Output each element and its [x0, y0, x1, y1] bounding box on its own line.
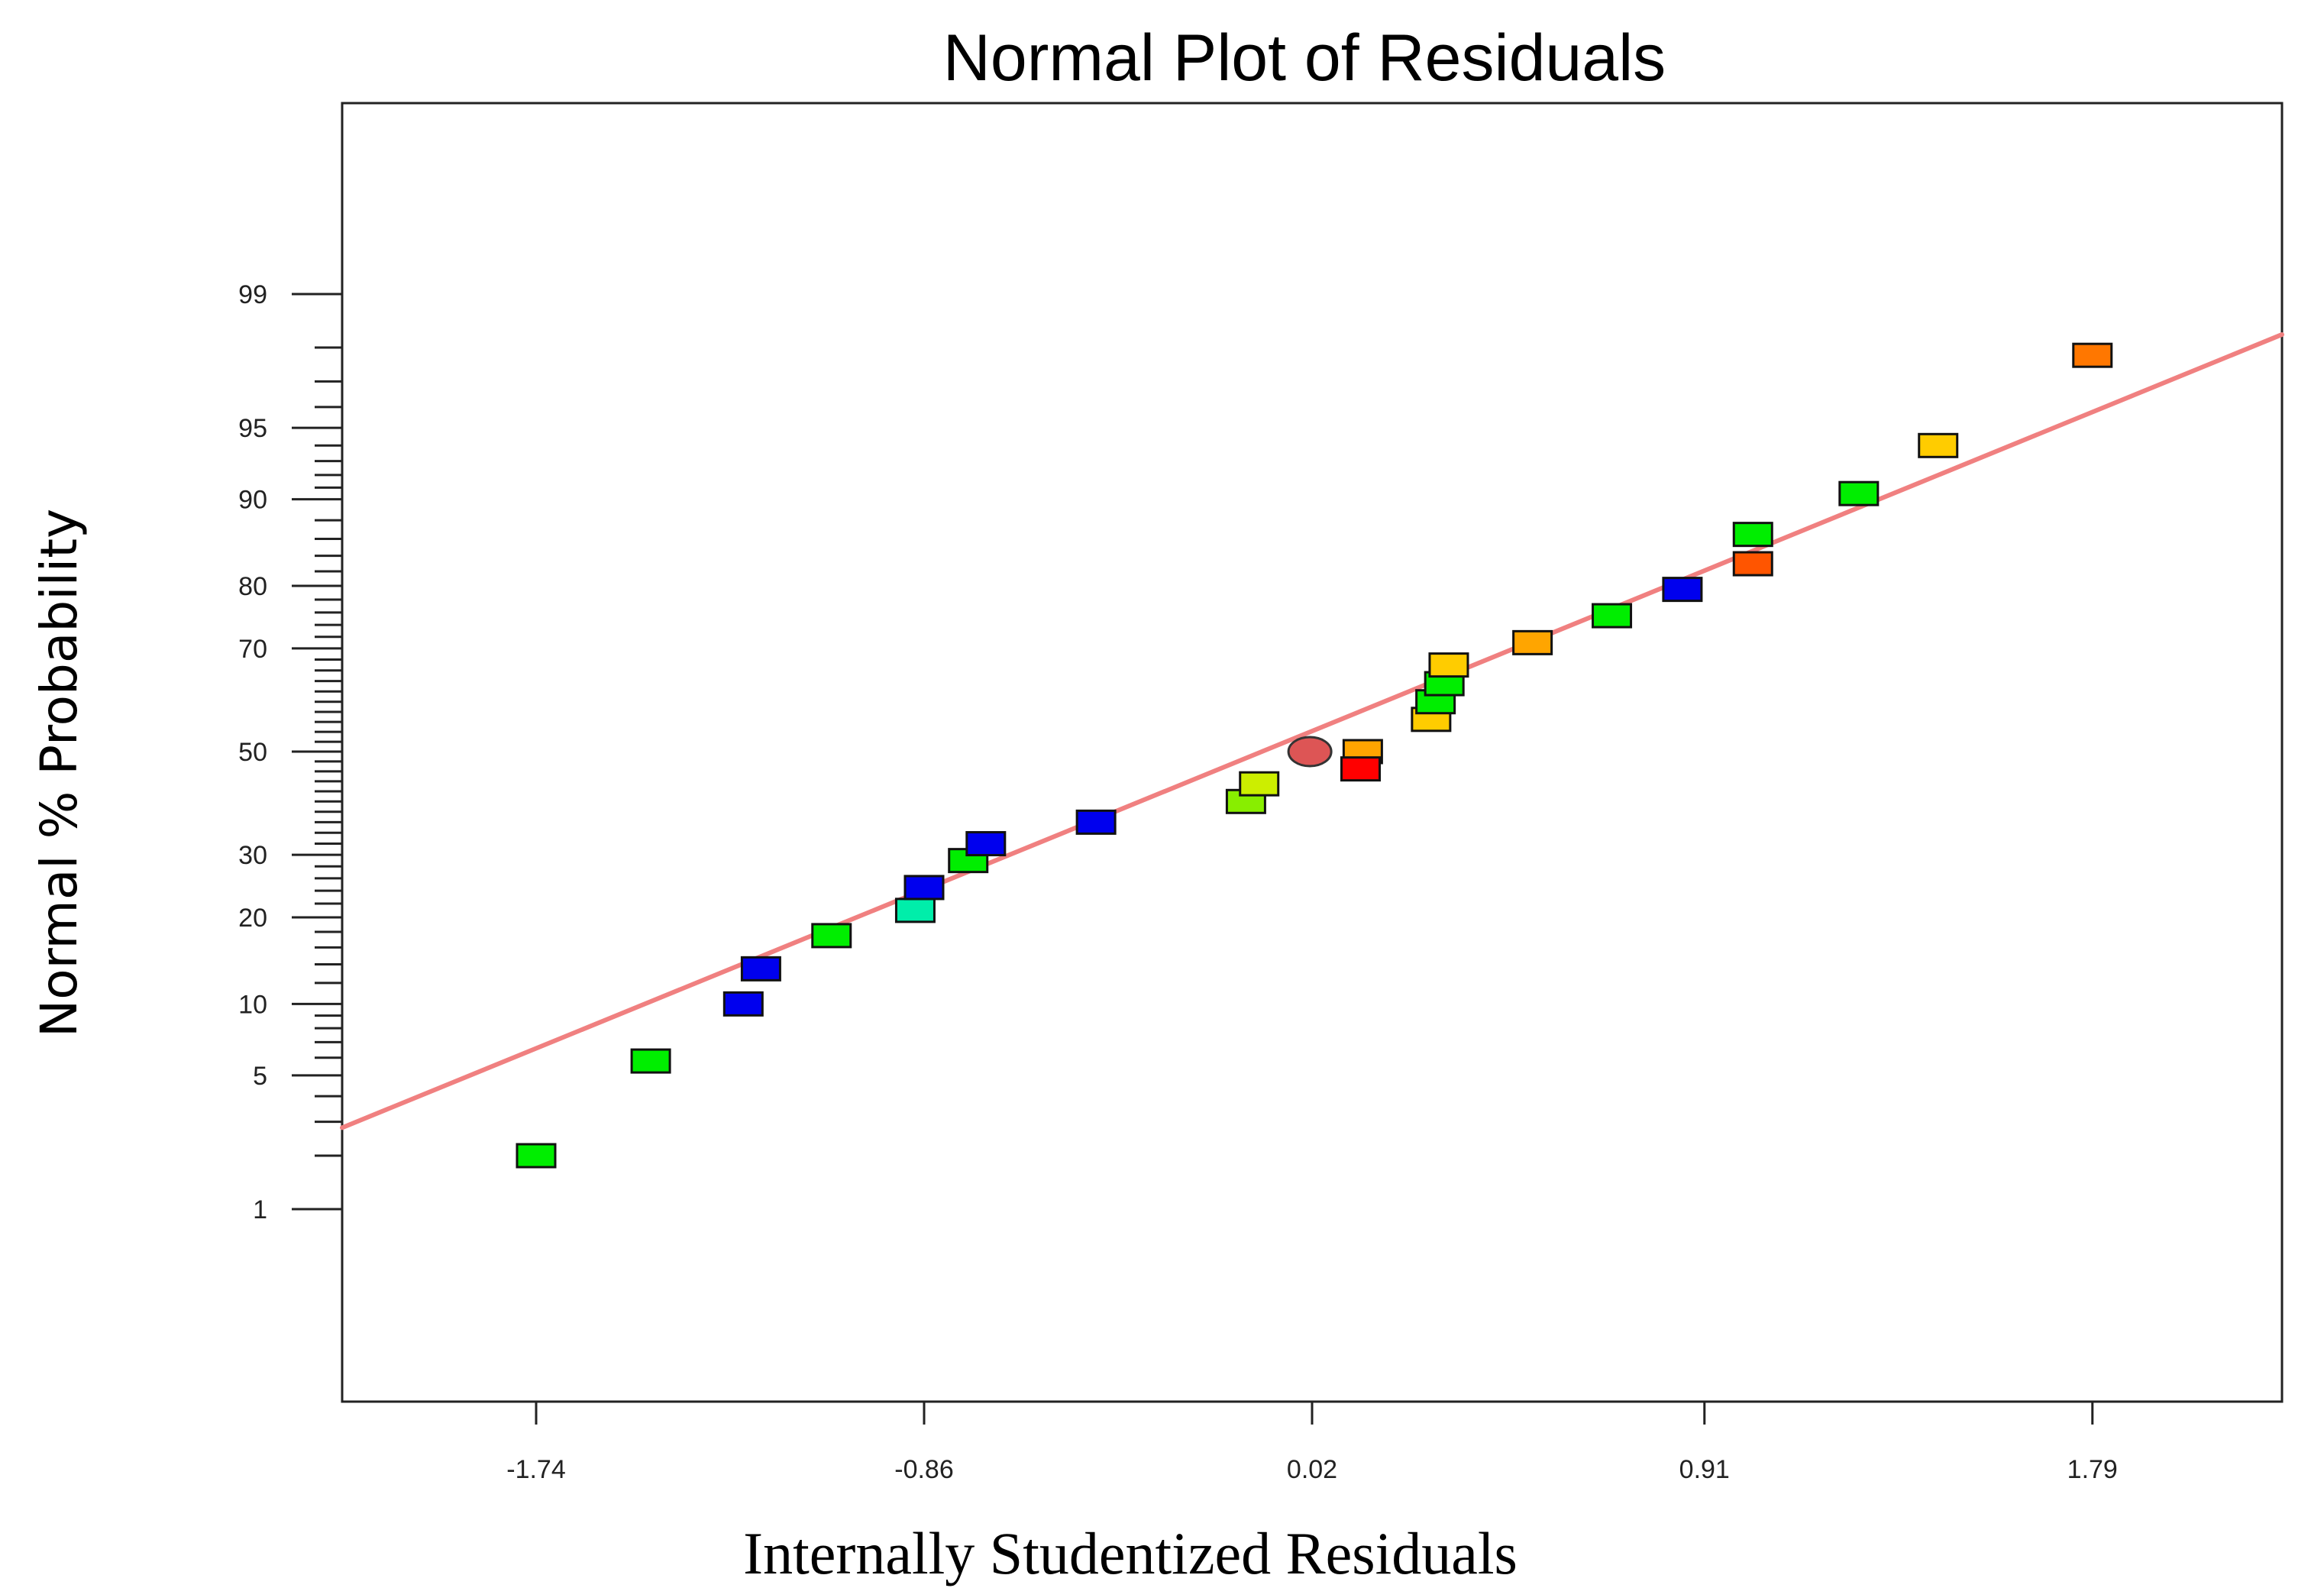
y-tick-label: 70: [238, 635, 267, 664]
data-point: [1512, 629, 1553, 655]
fit-line: [340, 332, 2284, 1130]
data-point: [1075, 809, 1117, 835]
y-minor-ticks: [315, 346, 342, 1157]
x-axis-ticks: -1.74 -0.86 0.02 0.91 1.79: [506, 1402, 2118, 1484]
x-axis-label: Internally Studentized Residuals: [743, 1520, 1518, 1586]
data-point: [811, 923, 852, 949]
y-tick-label: 90: [238, 486, 267, 515]
x-tick-label: 0.91: [1679, 1455, 1730, 1484]
x-tick-label: -1.74: [506, 1455, 566, 1484]
data-point: [1662, 577, 1703, 603]
data-point-center: [1287, 736, 1333, 768]
x-tick-label: 1.79: [2067, 1455, 2118, 1484]
chart-title: Normal Plot of Residuals: [943, 21, 1666, 95]
y-tick-label: 10: [238, 990, 267, 1019]
data-point: [1918, 432, 1959, 458]
y-axis-ticks: 1 5 10 20 30 50 70 80 90 95 99: [238, 280, 342, 1224]
data-points: [516, 342, 2113, 1169]
y-tick-label: 99: [238, 280, 267, 309]
data-point: [1838, 480, 1880, 506]
y-tick-label: 1: [253, 1195, 267, 1224]
y-tick-label: 50: [238, 738, 267, 767]
data-point: [516, 1143, 557, 1169]
data-point: [965, 831, 1007, 857]
data-point: [722, 991, 764, 1017]
x-tick-label: 0.02: [1287, 1455, 1337, 1484]
data-point: [894, 897, 936, 923]
data-point: [1732, 551, 1773, 577]
y-tick-label: 80: [238, 572, 267, 601]
y-tick-label: 95: [238, 414, 267, 443]
data-point: [903, 875, 945, 901]
data-point: [2072, 342, 2113, 368]
y-tick-label: 30: [238, 841, 267, 870]
data-point: [630, 1048, 671, 1074]
data-point: [1428, 652, 1469, 678]
data-point: [1239, 771, 1280, 797]
data-point: [1340, 756, 1381, 782]
data-point: [740, 956, 781, 982]
y-tick-label: 5: [253, 1062, 267, 1091]
y-axis-label: Normal % Probability: [30, 509, 89, 1037]
y-tick-label: 20: [238, 904, 267, 933]
data-point: [1592, 603, 1633, 629]
data-point: [1732, 522, 1773, 548]
x-tick-label: -0.86: [894, 1455, 954, 1484]
